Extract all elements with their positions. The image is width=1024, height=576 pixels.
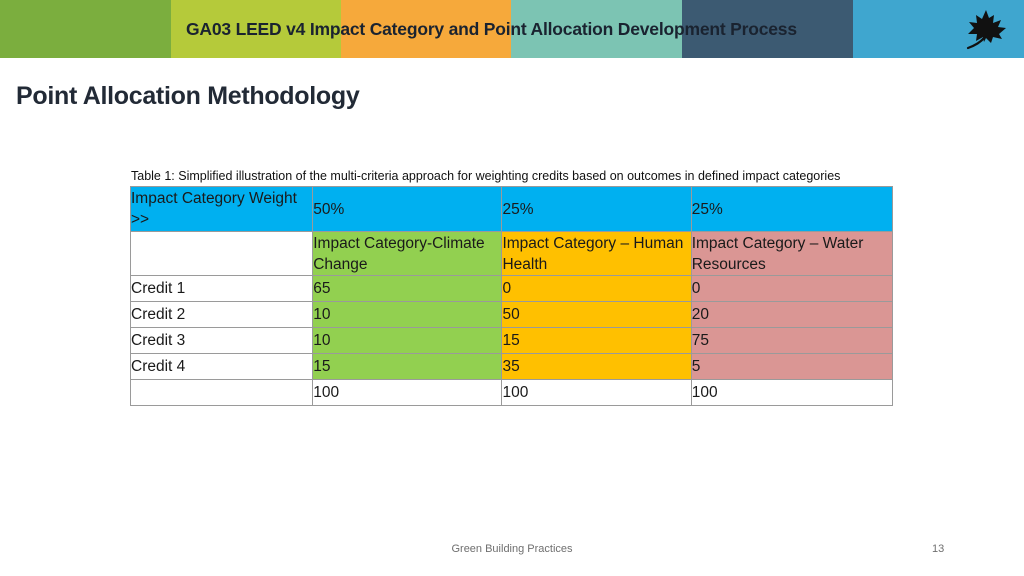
empty-cell [129, 231, 314, 276]
health-value-cell: 0 [501, 275, 692, 302]
banner-segment-navy [682, 0, 853, 58]
water-value-cell: 5 [690, 353, 894, 380]
banner-title: GA03 LEED v4 Impact Category and Point A… [186, 19, 797, 39]
credit-label-cell: Credit 2 [129, 301, 314, 328]
health-value-cell: 15 [501, 327, 692, 354]
health-value-cell: 50 [501, 301, 692, 328]
health-value-cell: 35 [501, 353, 692, 380]
climate-value-cell: 15 [312, 353, 503, 380]
credit-label-cell: Credit 3 [129, 327, 314, 354]
climate-total-cell: 100 [312, 379, 503, 406]
banner-segment-orange [341, 0, 511, 58]
water-total-cell: 100 [690, 379, 894, 406]
water-value-cell: 75 [690, 327, 894, 354]
category-water-cell: Impact Category – Water Resources [690, 231, 894, 276]
table-row: Credit 3 10 15 75 [129, 327, 894, 354]
credit-label-cell: Credit 1 [129, 275, 314, 302]
table-row: Credit 1 65 0 0 [129, 275, 894, 302]
maple-leaf-icon [966, 10, 1006, 50]
header-banner: GA03 LEED v4 Impact Category and Point A… [0, 0, 1024, 58]
category-row: Impact Category-Climate Change Impact Ca… [129, 231, 894, 276]
weight-health-cell: 25% [501, 186, 692, 232]
page-number: 13 [932, 543, 945, 555]
page-title: Point Allocation Methodology [16, 82, 360, 110]
footer-text: Green Building Practices [451, 543, 573, 555]
weight-water-cell: 25% [690, 186, 894, 232]
water-value-cell: 20 [690, 301, 894, 328]
totals-row: 100 100 100 [129, 379, 894, 406]
banner-segment-lime [171, 0, 341, 58]
weighting-table: Impact Category Weight >> 50% 25% 25% Im… [129, 186, 894, 406]
banner-segment-teal [511, 0, 682, 58]
weight-row: Impact Category Weight >> 50% 25% 25% [129, 186, 894, 232]
health-total-cell: 100 [501, 379, 692, 406]
empty-cell [129, 379, 314, 406]
credit-label-cell: Credit 4 [129, 353, 314, 380]
category-health-cell: Impact Category – Human Health [501, 231, 692, 276]
table-row: Credit 2 10 50 20 [129, 301, 894, 328]
table-caption: Table 1: Simplified illustration of the … [131, 169, 841, 183]
climate-value-cell: 65 [312, 275, 503, 302]
climate-value-cell: 10 [312, 301, 503, 328]
weight-climate-cell: 50% [312, 186, 503, 232]
table-row: Credit 4 15 35 5 [129, 353, 894, 380]
category-climate-cell: Impact Category-Climate Change [312, 231, 503, 276]
water-value-cell: 0 [690, 275, 894, 302]
climate-value-cell: 10 [312, 327, 503, 354]
banner-segment-green [0, 0, 171, 58]
weight-label-cell: Impact Category Weight >> [129, 186, 314, 232]
